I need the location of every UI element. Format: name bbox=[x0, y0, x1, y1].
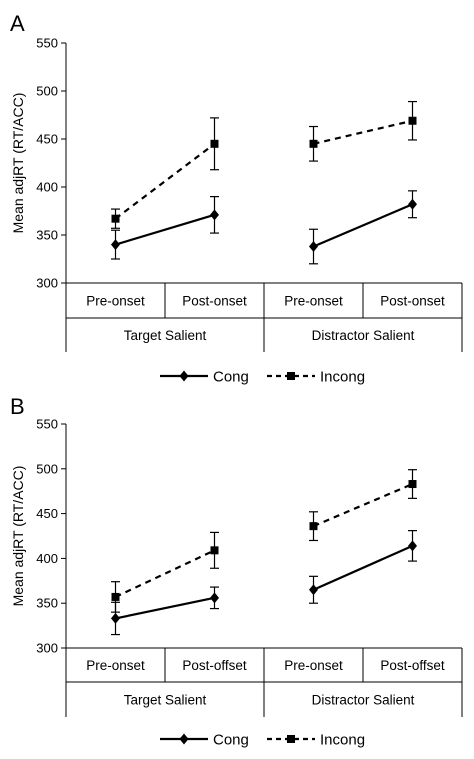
y-tick-label: 400 bbox=[36, 180, 58, 195]
legend: Cong Incong bbox=[160, 732, 365, 749]
data-point-incong bbox=[210, 139, 219, 148]
legend-marker-incong bbox=[287, 735, 295, 743]
y-tick-label: 350 bbox=[36, 228, 58, 243]
x-category-label: Post-onset bbox=[380, 294, 445, 309]
legend-marker-cong bbox=[179, 733, 189, 745]
legend-marker-cong bbox=[179, 370, 189, 382]
series-line-incong bbox=[114, 142, 216, 220]
data-point-incong bbox=[111, 214, 120, 223]
x-group-label: Distractor Salient bbox=[312, 328, 415, 343]
x-category-label: Pre-onset bbox=[284, 658, 343, 673]
data-point-incong bbox=[210, 546, 219, 555]
series-line-incong bbox=[115, 549, 215, 598]
y-axis-title: Mean adjRT (RT/ACC) bbox=[10, 466, 26, 607]
x-group-label: Distractor Salient bbox=[312, 693, 415, 708]
panel-label: B bbox=[10, 394, 25, 419]
data-point-cong bbox=[111, 239, 120, 251]
x-category-label: Post-onset bbox=[182, 294, 247, 309]
chart-panel-2: B 300 350 400 450 500 550 Mean adjRT (RT/ACC) Pr… bbox=[10, 394, 463, 749]
legend-label: Incong bbox=[320, 369, 365, 386]
y-tick-label: 450 bbox=[36, 132, 58, 147]
legend-label: Cong bbox=[213, 732, 249, 749]
legend-marker-incong bbox=[287, 372, 295, 380]
panel-label: A bbox=[10, 11, 25, 36]
data-point-cong bbox=[210, 592, 219, 604]
y-axis-title: Mean adjRT (RT/ACC) bbox=[10, 93, 26, 234]
data-point-cong bbox=[408, 198, 417, 210]
series-line-cong bbox=[115, 596, 215, 620]
legend-label: Incong bbox=[320, 732, 365, 749]
y-tick-label: 500 bbox=[36, 461, 58, 476]
series-line-incong bbox=[313, 483, 413, 528]
data-point-cong bbox=[210, 209, 219, 221]
y-tick-label: 300 bbox=[36, 641, 58, 656]
x-group-label: Target Salient bbox=[124, 328, 207, 343]
data-point-incong bbox=[309, 522, 318, 531]
x-category-label: Pre-onset bbox=[86, 294, 145, 309]
series-line-cong bbox=[313, 203, 413, 248]
y-tick-label: 450 bbox=[36, 506, 58, 521]
x-category-label: Pre-onset bbox=[284, 294, 343, 309]
y-tick-label: 500 bbox=[36, 84, 58, 99]
y-tick-label: 400 bbox=[36, 551, 58, 566]
data-point-incong bbox=[309, 139, 318, 148]
series-line-cong bbox=[115, 213, 215, 246]
y-tick-label: 300 bbox=[36, 276, 58, 291]
series-line-cong bbox=[313, 544, 413, 591]
y-tick-label: 350 bbox=[36, 596, 58, 611]
data-point-cong bbox=[111, 612, 120, 624]
series-line-incong bbox=[313, 119, 413, 145]
legend: Cong Incong bbox=[160, 369, 365, 386]
data-point-cong bbox=[309, 584, 318, 596]
y-tick-label: 550 bbox=[36, 36, 58, 51]
data-point-incong bbox=[111, 592, 120, 601]
x-group-label: Target Salient bbox=[124, 693, 207, 708]
data-point-incong bbox=[408, 480, 417, 489]
data-point-cong bbox=[309, 241, 318, 253]
legend-label: Cong bbox=[213, 369, 249, 386]
data-point-incong bbox=[408, 116, 417, 125]
data-point-cong bbox=[408, 540, 417, 552]
chart-panel-1: A 300 350 400 450 500 550 Mean adjRT (RT/ACC) Pr… bbox=[10, 11, 463, 386]
x-category-label: Post-offset bbox=[380, 658, 445, 673]
y-tick-label: 550 bbox=[36, 417, 58, 432]
x-category-label: Pre-onset bbox=[86, 658, 145, 673]
x-category-label: Post-offset bbox=[182, 658, 247, 673]
